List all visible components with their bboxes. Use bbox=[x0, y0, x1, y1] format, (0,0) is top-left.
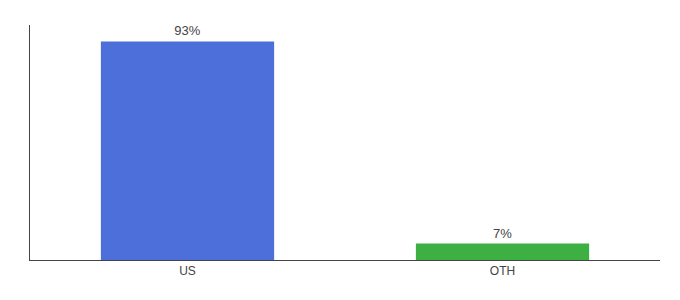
svg-text:US: US bbox=[179, 264, 196, 278]
svg-text:93%: 93% bbox=[174, 23, 200, 38]
svg-text:7%: 7% bbox=[493, 226, 512, 241]
svg-text:OTH: OTH bbox=[490, 264, 515, 278]
